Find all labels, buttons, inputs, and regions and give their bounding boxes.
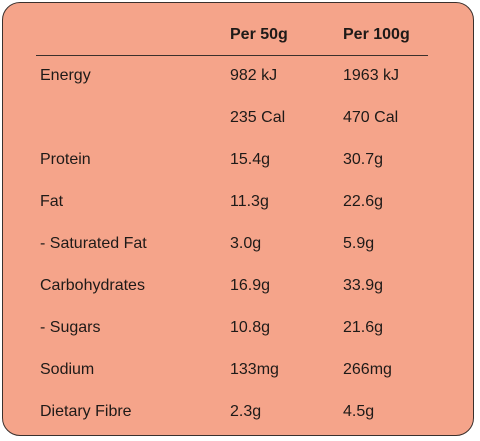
table-row-energy-kj: Energy 982 kJ 1963 kJ xyxy=(3,64,473,88)
table-row-energy-cal: 235 Cal 470 Cal xyxy=(3,106,473,130)
table-row-sodium: Sodium 133mg 266mg xyxy=(3,358,473,382)
value-per-100g: 33.9g xyxy=(343,277,384,294)
nutrient-label: Protein xyxy=(40,151,91,168)
table-row-protein: Protein 15.4g 30.7g xyxy=(3,148,473,172)
value-per-50g: 235 Cal xyxy=(230,109,286,126)
value-per-50g: 16.9g xyxy=(230,277,271,294)
value-per-100g: 1963 kJ xyxy=(343,67,400,84)
value-per-100g: 5.9g xyxy=(343,235,375,252)
value-per-100g: 21.6g xyxy=(343,319,384,336)
nutrient-label: Fat xyxy=(40,193,64,210)
value-per-50g: 11.3g xyxy=(230,193,269,210)
nutrient-label: Energy xyxy=(40,67,91,84)
nutrient-label: Sodium xyxy=(40,361,95,378)
value-per-100g: 266mg xyxy=(343,361,392,378)
value-per-50g: 2.3g xyxy=(230,403,262,420)
value-per-100g: 4.5g xyxy=(343,403,375,420)
table-header-row: Per 50g Per 100g xyxy=(3,23,473,47)
nutrient-label: Carbohydrates xyxy=(40,277,145,294)
nutrient-label: Dietary Fibre xyxy=(40,403,132,420)
table-row-saturated-fat: - Saturated Fat 3.0g 5.9g xyxy=(3,232,473,256)
value-per-50g: 3.0g xyxy=(230,235,262,252)
value-per-100g: 22.6g xyxy=(343,193,384,210)
table-row-sugars: - Sugars 10.8g 21.6g xyxy=(3,316,473,340)
value-per-50g: 982 kJ xyxy=(230,67,278,84)
value-per-100g: 470 Cal xyxy=(343,109,399,126)
nutrient-label: - Saturated Fat xyxy=(40,235,147,252)
table-row-dietary-fibre: Dietary Fibre 2.3g 4.5g xyxy=(3,400,473,424)
value-per-50g: 10.8g xyxy=(230,319,271,336)
column-header-per-100g: Per 100g xyxy=(343,26,410,43)
table-row-fat: Fat 11.3g 22.6g xyxy=(3,190,473,214)
table-row-carbohydrates: Carbohydrates 16.9g 33.9g xyxy=(3,274,473,298)
value-per-50g: 15.4g xyxy=(230,151,271,168)
header-divider xyxy=(36,55,428,56)
nutrient-label: - Sugars xyxy=(40,319,101,336)
column-header-per-50g: Per 50g xyxy=(230,26,288,43)
value-per-50g: 133mg xyxy=(230,361,279,378)
nutrition-table-card: Per 50g Per 100g Energy 982 kJ 1963 kJ 2… xyxy=(2,2,474,436)
value-per-100g: 30.7g xyxy=(343,151,384,168)
